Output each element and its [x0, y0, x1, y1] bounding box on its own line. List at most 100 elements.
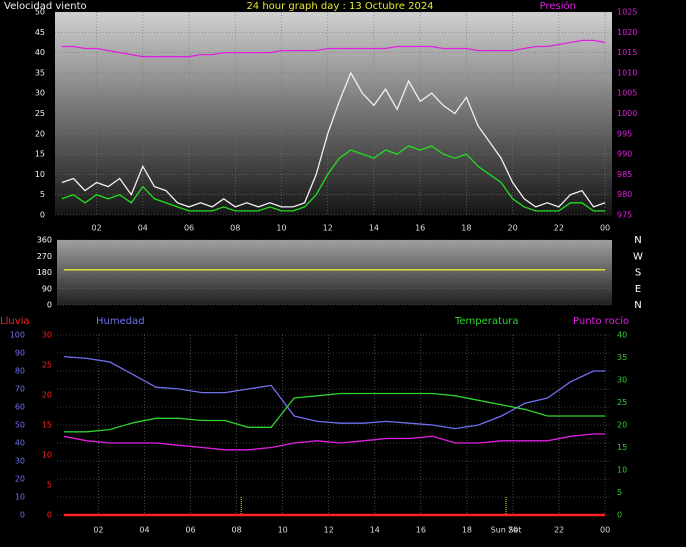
- y2-tick-label: 25: [617, 398, 627, 407]
- y3-tick-label: 5: [47, 481, 52, 490]
- x-tick-label: 00: [600, 224, 610, 233]
- y3-tick-label: 0: [47, 511, 52, 520]
- x-tick-label: 20: [508, 526, 518, 535]
- x-tick-label: 18: [462, 526, 472, 535]
- y-tick-label: 80: [15, 367, 25, 376]
- x-tick-label: 20: [508, 224, 518, 233]
- y3-tick-label: 15: [42, 421, 52, 430]
- x-tick-label: 08: [232, 526, 242, 535]
- y-tick-label: 35: [35, 68, 45, 77]
- y-tick-label: 10: [35, 170, 45, 179]
- y2-tick-label: 1020: [617, 28, 637, 37]
- x-tick-label: 14: [370, 526, 380, 535]
- y2-tick-label: 15: [617, 443, 627, 452]
- x-tick-label: 18: [461, 224, 471, 233]
- legend-label: Temperatura: [454, 316, 519, 327]
- compass-label: N: [634, 235, 641, 246]
- x-tick-label: 12: [323, 224, 333, 233]
- y3-tick-label: 25: [42, 361, 52, 370]
- y2-tick-label: 1010: [617, 68, 637, 77]
- x-tick-label: 14: [369, 224, 379, 233]
- y-tick-label: 50: [35, 8, 45, 17]
- y-tick-label: 25: [35, 109, 45, 118]
- plot-area: [55, 12, 612, 215]
- y2-tick-label: 10: [617, 466, 627, 475]
- x-tick-label: 06: [185, 526, 195, 535]
- y2-tick-label: 980: [617, 190, 632, 199]
- legend-label: Presión: [540, 0, 576, 12]
- y-tick-label: 60: [15, 403, 25, 412]
- y-tick-label: 0: [40, 211, 45, 220]
- y2-tick-label: 990: [617, 150, 632, 159]
- compass-label: E: [635, 284, 641, 295]
- y2-tick-label: 35: [617, 353, 627, 362]
- series-line: [61, 71, 606, 208]
- y2-tick-label: 1015: [617, 48, 637, 57]
- y-tick-label: 360: [37, 236, 52, 245]
- compass-label: N: [634, 300, 641, 311]
- x-tick-label: 02: [92, 224, 102, 233]
- compass-label: W: [633, 251, 643, 262]
- y3-tick-label: 30: [42, 331, 52, 340]
- y-tick-label: 40: [15, 439, 25, 448]
- compass-label: S: [635, 268, 641, 279]
- y2-tick-label: 985: [617, 170, 632, 179]
- y2-tick-label: 0: [617, 511, 622, 520]
- y2-tick-label: 995: [617, 129, 632, 138]
- y2-tick-label: 30: [617, 376, 627, 385]
- legend-label: Lluvia: [0, 316, 30, 327]
- chart-title: 24 hour graph day : 13 Octubre 2024: [246, 1, 433, 12]
- legend-label: Velocidad viento: [4, 1, 87, 12]
- x-tick-label: 22: [554, 526, 564, 535]
- y2-tick-label: 1025: [617, 8, 637, 17]
- x-tick-label: 16: [415, 224, 425, 233]
- x-tick-label: 22: [554, 224, 564, 233]
- y-tick-label: 20: [15, 475, 25, 484]
- series-line: [61, 39, 606, 58]
- y-tick-label: 5: [40, 190, 45, 199]
- y-tick-label: 70: [15, 385, 25, 394]
- y-tick-label: 15: [35, 150, 45, 159]
- y-tick-label: 45: [35, 28, 45, 37]
- y2-tick-label: 20: [617, 421, 627, 430]
- x-tick-label: 12: [324, 526, 334, 535]
- x-tick-label: 10: [276, 224, 286, 233]
- sun-marker-label: Sun Set: [491, 526, 522, 535]
- y3-tick-label: 20: [42, 391, 52, 400]
- y-tick-label: 180: [37, 268, 52, 277]
- x-tick-label: 10: [278, 526, 288, 535]
- y3-tick-label: 10: [42, 451, 52, 460]
- y-tick-label: 40: [35, 48, 45, 57]
- y-tick-label: 30: [35, 89, 45, 98]
- y2-tick-label: 1005: [617, 89, 637, 98]
- series-line: [63, 392, 606, 433]
- x-tick-label: 08: [230, 224, 240, 233]
- y-tick-label: 100: [10, 331, 25, 340]
- legend-label: Humedad: [96, 316, 145, 327]
- series-line: [61, 145, 606, 212]
- y2-tick-label: 5: [617, 488, 622, 497]
- y-tick-label: 10: [15, 493, 25, 502]
- y2-tick-label: 40: [617, 331, 627, 340]
- x-tick-label: 02: [93, 526, 103, 535]
- y-tick-label: 0: [47, 301, 52, 310]
- y-tick-label: 50: [15, 421, 25, 430]
- x-tick-label: 06: [184, 224, 194, 233]
- x-tick-label: 16: [416, 526, 426, 535]
- y2-tick-label: 1000: [617, 109, 637, 118]
- y-tick-label: 30: [15, 457, 25, 466]
- legend-label: Punto rocío: [573, 315, 629, 327]
- y2-tick-label: 975: [617, 211, 632, 220]
- series-line: [63, 433, 606, 451]
- y-tick-label: 270: [37, 252, 52, 261]
- x-tick-label: 04: [139, 526, 149, 535]
- x-tick-label: 00: [600, 526, 610, 535]
- y-tick-label: 90: [15, 349, 25, 358]
- y-tick-label: 20: [35, 129, 45, 138]
- series-line: [63, 355, 606, 430]
- y-tick-label: 0: [20, 511, 25, 520]
- x-tick-label: 04: [138, 224, 148, 233]
- y-tick-label: 90: [42, 284, 52, 293]
